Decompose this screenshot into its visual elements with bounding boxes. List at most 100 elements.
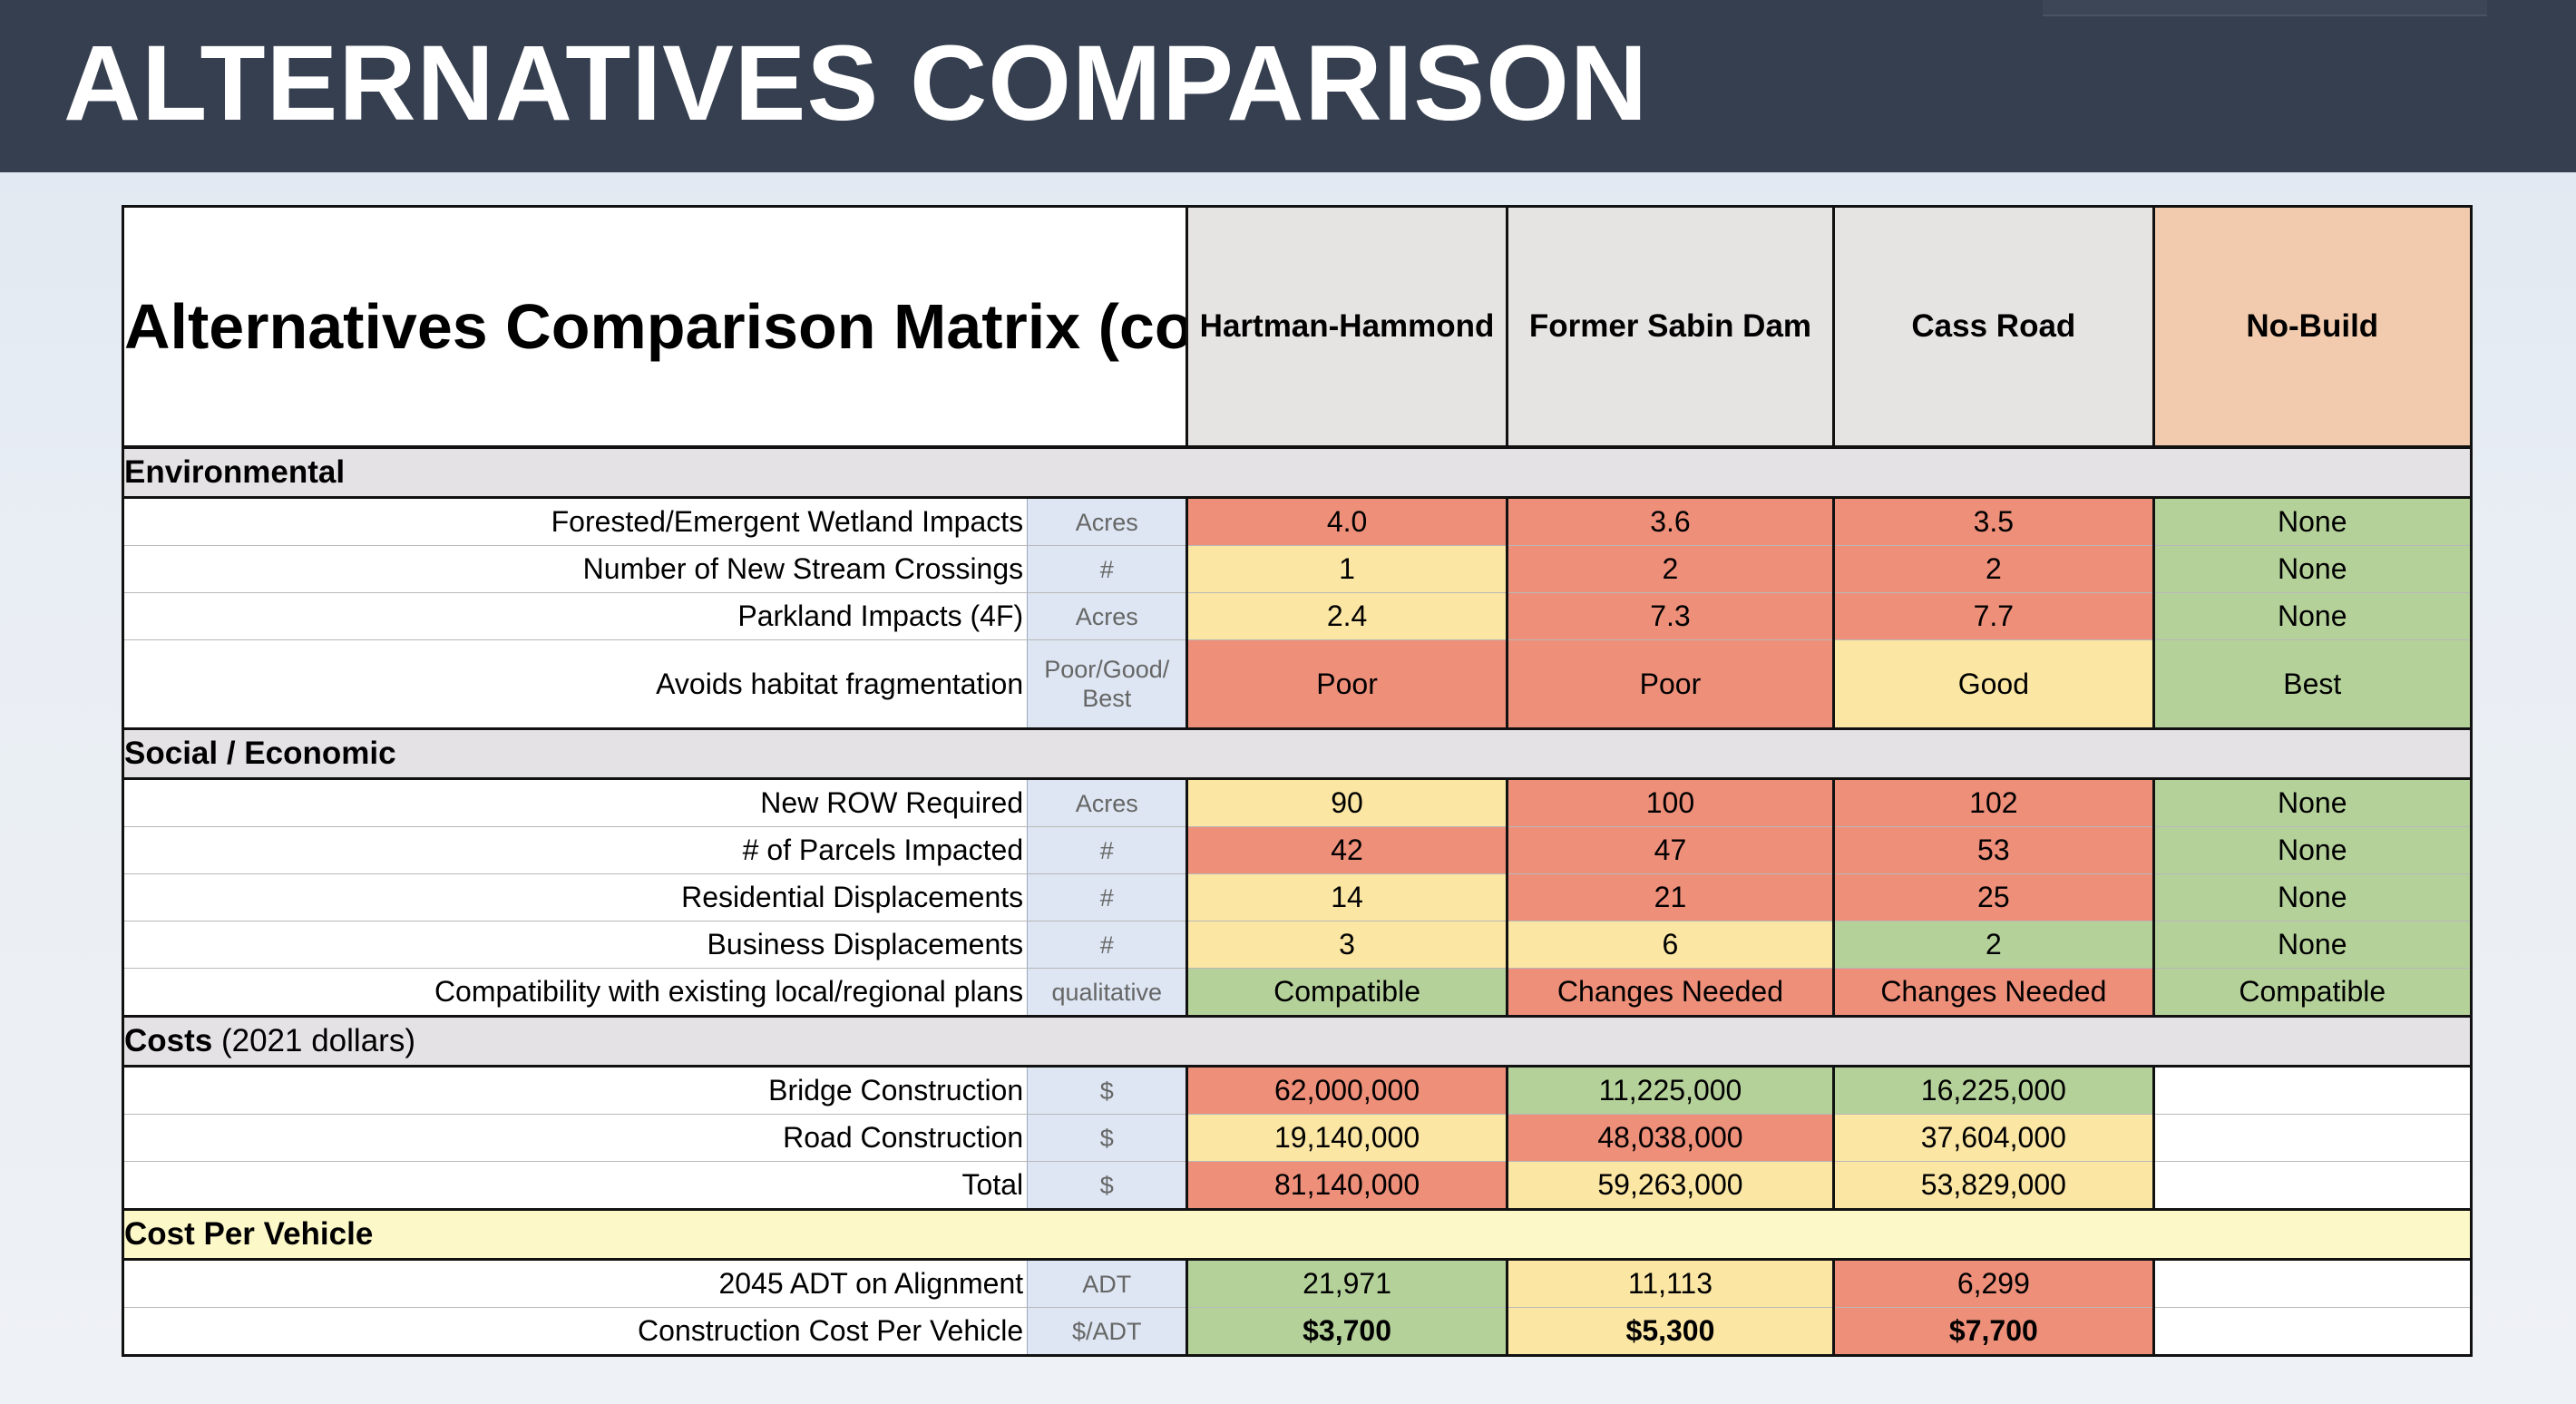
value-cell: 16,225,000 xyxy=(1832,1066,2154,1115)
table-row: Residential Displacements # 14 21 25 Non… xyxy=(121,873,2474,921)
criterion-label: Number of New Stream Crossings xyxy=(121,545,1028,593)
value-cell: $7,700 xyxy=(1832,1307,2154,1357)
criterion-label: Forested/Emergent Wetland Impacts xyxy=(121,497,1028,546)
value-cell: 3.6 xyxy=(1505,497,1834,546)
value-cell: 3.5 xyxy=(1832,497,2154,546)
value-cell: 7.3 xyxy=(1505,592,1834,640)
value-cell: Compatible xyxy=(2152,968,2474,1018)
section-social-economic: Social / Economic xyxy=(122,727,2473,780)
section-cost-per-vehicle: Cost Per Vehicle xyxy=(122,1208,2473,1261)
value-cell: 7.7 xyxy=(1832,592,2154,640)
comparison-matrix: Alternatives Comparison Matrix (cont.) H… xyxy=(121,205,2474,1357)
value-cell xyxy=(2152,1307,2474,1357)
unit-label: Acres xyxy=(1027,778,1187,827)
value-cell: Changes Needed xyxy=(1832,968,2154,1018)
value-cell: 47 xyxy=(1505,826,1834,874)
unit-label: $ xyxy=(1027,1066,1187,1115)
column-header-hartman-hammond: Hartman-Hammond xyxy=(1186,205,1508,449)
value-cell: 25 xyxy=(1832,873,2154,921)
value-cell xyxy=(2152,1066,2474,1115)
section-label: Cost Per Vehicle xyxy=(122,1208,2473,1261)
column-header-cass-road: Cass Road xyxy=(1833,205,2155,449)
value-cell: Good xyxy=(1832,639,2154,730)
unit-label: Acres xyxy=(1027,497,1187,546)
table-row: Number of New Stream Crossings # 1 2 2 N… xyxy=(121,545,2474,593)
value-cell: 2 xyxy=(1832,921,2154,969)
section-label: Social / Economic xyxy=(122,727,2473,780)
value-cell: 53,829,000 xyxy=(1832,1161,2154,1211)
value-cell: $3,700 xyxy=(1186,1307,1508,1357)
criterion-label: # of Parcels Impacted xyxy=(121,826,1028,874)
criterion-label: Bridge Construction xyxy=(121,1066,1028,1115)
criterion-label: Parkland Impacts (4F) xyxy=(121,592,1028,640)
table-row: Bridge Construction $ 62,000,000 11,225,… xyxy=(121,1066,2474,1115)
criterion-label: New ROW Required xyxy=(121,778,1028,827)
table-row: Compatibility with existing local/region… xyxy=(121,968,2474,1018)
unit-label: qualitative xyxy=(1027,968,1187,1018)
value-cell: None xyxy=(2152,778,2474,827)
unit-label: Acres xyxy=(1027,592,1187,640)
value-cell: 1 xyxy=(1186,545,1508,593)
value-cell: 48,038,000 xyxy=(1505,1114,1834,1162)
value-cell: None xyxy=(2152,826,2474,874)
value-cell: 59,263,000 xyxy=(1505,1161,1834,1211)
unit-label: Poor/Good/ Best xyxy=(1027,639,1187,730)
value-cell: $5,300 xyxy=(1505,1307,1834,1357)
value-cell: 53 xyxy=(1832,826,2154,874)
unit-label: # xyxy=(1027,873,1187,921)
table-row: Total $ 81,140,000 59,263,000 53,829,000 xyxy=(121,1161,2474,1211)
matrix-header-row: Alternatives Comparison Matrix (cont.) H… xyxy=(121,205,2474,449)
section-costs: Costs (2021 dollars) xyxy=(122,1015,2473,1068)
table-row: Forested/Emergent Wetland Impacts Acres … xyxy=(121,497,2474,546)
value-cell: 14 xyxy=(1186,873,1508,921)
value-cell: 102 xyxy=(1832,778,2154,827)
value-cell xyxy=(2152,1161,2474,1211)
table-row: Construction Cost Per Vehicle $/ADT $3,7… xyxy=(121,1307,2474,1357)
unit-label: $/ADT xyxy=(1027,1307,1187,1357)
slide-title: ALTERNATIVES COMPARISON xyxy=(63,24,1649,143)
value-cell: 42 xyxy=(1186,826,1508,874)
value-cell: 100 xyxy=(1505,778,1834,827)
value-cell: Poor xyxy=(1186,639,1508,730)
value-cell: None xyxy=(2152,497,2474,546)
column-header-former-sabin-dam: Former Sabin Dam xyxy=(1507,205,1836,449)
table-row: # of Parcels Impacted # 42 47 53 None xyxy=(121,826,2474,874)
value-cell: 2 xyxy=(1505,545,1834,593)
value-cell: 90 xyxy=(1186,778,1508,827)
value-cell xyxy=(2152,1259,2474,1308)
value-cell: 3 xyxy=(1186,921,1508,969)
value-cell: 2 xyxy=(1832,545,2154,593)
criterion-label: Residential Displacements xyxy=(121,873,1028,921)
value-cell: Best xyxy=(2152,639,2474,730)
criterion-label: 2045 ADT on Alignment xyxy=(121,1259,1028,1308)
unit-label: # xyxy=(1027,826,1187,874)
unit-label: # xyxy=(1027,545,1187,593)
column-header-no-build: No-Build xyxy=(2153,205,2474,449)
header-tab-strip xyxy=(2043,0,2487,16)
value-cell: 6 xyxy=(1505,921,1834,969)
table-row: Business Displacements # 3 6 2 None xyxy=(121,921,2474,969)
table-row: New ROW Required Acres 90 100 102 None xyxy=(121,778,2474,827)
table-row: Parkland Impacts (4F) Acres 2.4 7.3 7.7 … xyxy=(121,592,2474,640)
criterion-label: Avoids habitat fragmentation xyxy=(121,639,1028,730)
value-cell: 6,299 xyxy=(1832,1259,2154,1308)
value-cell: 62,000,000 xyxy=(1186,1066,1508,1115)
table-row: Avoids habitat fragmentation Poor/Good/ … xyxy=(121,639,2474,730)
value-cell: Poor xyxy=(1505,639,1834,730)
criterion-label: Construction Cost Per Vehicle xyxy=(121,1307,1028,1357)
criterion-label: Compatibility with existing local/region… xyxy=(121,968,1028,1018)
value-cell: Compatible xyxy=(1186,968,1508,1018)
value-cell: 37,604,000 xyxy=(1832,1114,2154,1162)
section-label: Environmental xyxy=(122,445,2473,499)
value-cell: None xyxy=(2152,873,2474,921)
value-cell: 2.4 xyxy=(1186,592,1508,640)
matrix-title: Alternatives Comparison Matrix (cont.) xyxy=(121,205,1189,449)
table-row: Road Construction $ 19,140,000 48,038,00… xyxy=(121,1114,2474,1162)
value-cell: 19,140,000 xyxy=(1186,1114,1508,1162)
value-cell: None xyxy=(2152,921,2474,969)
criterion-label: Road Construction xyxy=(121,1114,1028,1162)
section-environmental: Environmental xyxy=(122,445,2473,499)
value-cell: 21 xyxy=(1505,873,1834,921)
unit-label: $ xyxy=(1027,1161,1187,1211)
section-label: Costs (2021 dollars) xyxy=(122,1015,2473,1068)
